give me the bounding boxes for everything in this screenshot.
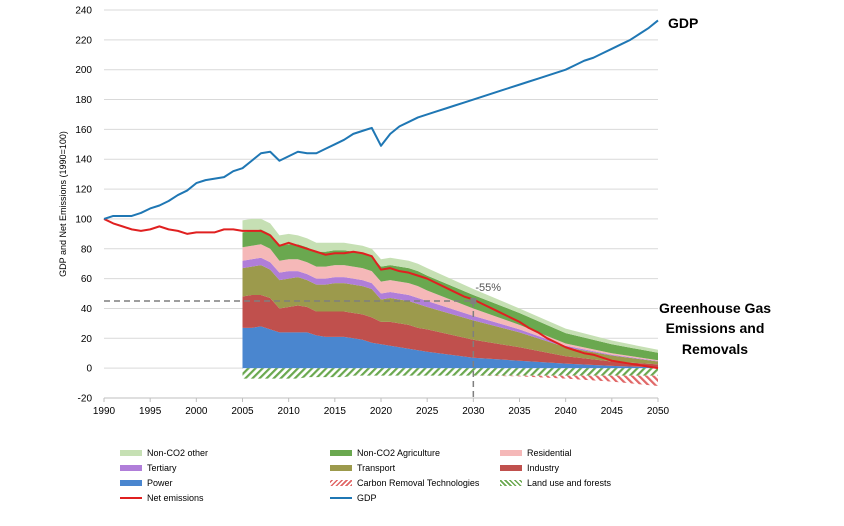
target-percent-label: -55% — [475, 282, 501, 294]
legend-item-non-co2-other: Non-CO2 other — [120, 446, 208, 459]
x-tick-label: 2035 — [508, 406, 531, 417]
y-tick-label: 0 — [86, 364, 92, 375]
y-tick-label: 140 — [75, 155, 92, 166]
ghg-annotation-line-1: Greenhouse Gas — [659, 300, 771, 316]
legend-item-non-co2-agriculture: Non-CO2 Agriculture — [330, 446, 440, 459]
legend-item-land-use-and-forests: Land use and forests — [500, 476, 611, 489]
y-tick-label: 120 — [75, 185, 92, 196]
legend-item-residential: Residential — [500, 446, 572, 459]
y-tick-label: 160 — [75, 125, 92, 136]
axes: -200204060801001201401601802002202401990… — [75, 6, 669, 418]
emission-areas — [242, 218, 658, 369]
x-tick-label: 1990 — [93, 406, 116, 417]
legend-label: Transport — [357, 462, 396, 473]
legend-label: Industry — [527, 462, 560, 473]
x-tick-label: 2020 — [370, 406, 393, 417]
x-tick-label: 2010 — [278, 406, 301, 417]
annotations: GDP Greenhouse Gas Emissions and Removal… — [58, 15, 771, 357]
line-net-emissions — [103, 218, 659, 370]
legend-label: Residential — [527, 447, 572, 458]
y-tick-label: 240 — [75, 6, 92, 17]
legend-swatch — [330, 464, 352, 471]
x-tick-label: 2030 — [462, 406, 485, 417]
target-reference — [104, 298, 477, 398]
gdp-annotation: GDP — [668, 15, 698, 31]
y-tick-label: 220 — [75, 35, 92, 46]
x-tick-label: 2040 — [555, 406, 578, 417]
area-power — [242, 326, 658, 369]
y-axis-label: GDP and Net Emissions (1990=100) — [58, 131, 68, 277]
ghg-annotation-line-3: Removals — [682, 341, 748, 357]
legend-label: GDP — [357, 492, 377, 503]
legend-label: Net emissions — [147, 492, 204, 503]
legend-swatch — [120, 464, 142, 471]
legend-item-carbon-removal-technologies: Carbon Removal Technologies — [330, 476, 479, 489]
area-non-co2-agriculture — [242, 229, 658, 361]
y-tick-label: 200 — [75, 65, 92, 76]
x-tick-label: 2025 — [416, 406, 439, 417]
legend-swatch — [120, 496, 142, 499]
y-tick-label: 100 — [75, 214, 92, 225]
legend: Non-CO2 other Non-CO2 Agriculture Resident… — [120, 446, 820, 512]
legend-label: Carbon Removal Technologies — [357, 477, 480, 488]
target-marker — [470, 298, 477, 304]
legend-swatch — [120, 479, 142, 486]
area-industry — [242, 295, 658, 368]
y-tick-label: 60 — [81, 274, 93, 285]
removal-areas — [242, 368, 658, 387]
area-carbon-removal-technologies — [242, 375, 658, 387]
x-tick-label: 2050 — [647, 406, 670, 417]
legend-label: Non-CO2 other — [147, 447, 209, 458]
line-gdp — [103, 19, 659, 220]
area-tertiary — [242, 257, 658, 362]
area-residential — [242, 244, 658, 361]
x-tick-label: 2045 — [601, 406, 624, 417]
legend-label: Land use and forests — [527, 477, 612, 488]
legend-swatch — [330, 496, 352, 499]
y-tick-label: 80 — [81, 244, 93, 255]
x-tick-label: 2005 — [231, 406, 254, 417]
y-tick-label: 20 — [81, 334, 93, 345]
legend-item-industry: Industry — [500, 461, 559, 474]
legend-label: Power — [147, 477, 173, 488]
legend-label: Non-CO2 Agriculture — [357, 447, 441, 458]
legend-swatch — [120, 449, 142, 456]
ghg-annotation-line-2: Emissions and — [666, 320, 765, 336]
legend-swatch — [330, 479, 352, 486]
x-tick-label: 2015 — [324, 406, 347, 417]
x-tick-label: 2000 — [185, 406, 208, 417]
series-lines — [103, 19, 659, 370]
y-tick-label: 40 — [81, 304, 93, 315]
legend-item-transport: Transport — [330, 461, 395, 474]
x-tick-label: 1995 — [139, 406, 162, 417]
area-land-use-and-forests — [242, 368, 658, 379]
legend-swatch — [500, 449, 522, 456]
legend-item-gdp: GDP — [330, 491, 377, 504]
legend-swatch — [500, 479, 522, 486]
legend-swatch — [330, 449, 352, 456]
legend-swatch — [500, 464, 522, 471]
area-transport — [242, 265, 658, 365]
legend-label: Tertiary — [147, 462, 177, 473]
legend-item-tertiary: Tertiary — [120, 461, 177, 474]
legend-item-net-emissions: Net emissions — [120, 491, 204, 504]
y-tick-label: -20 — [78, 394, 93, 405]
legend-item-power: Power — [120, 476, 173, 489]
y-tick-label: 180 — [75, 95, 92, 106]
